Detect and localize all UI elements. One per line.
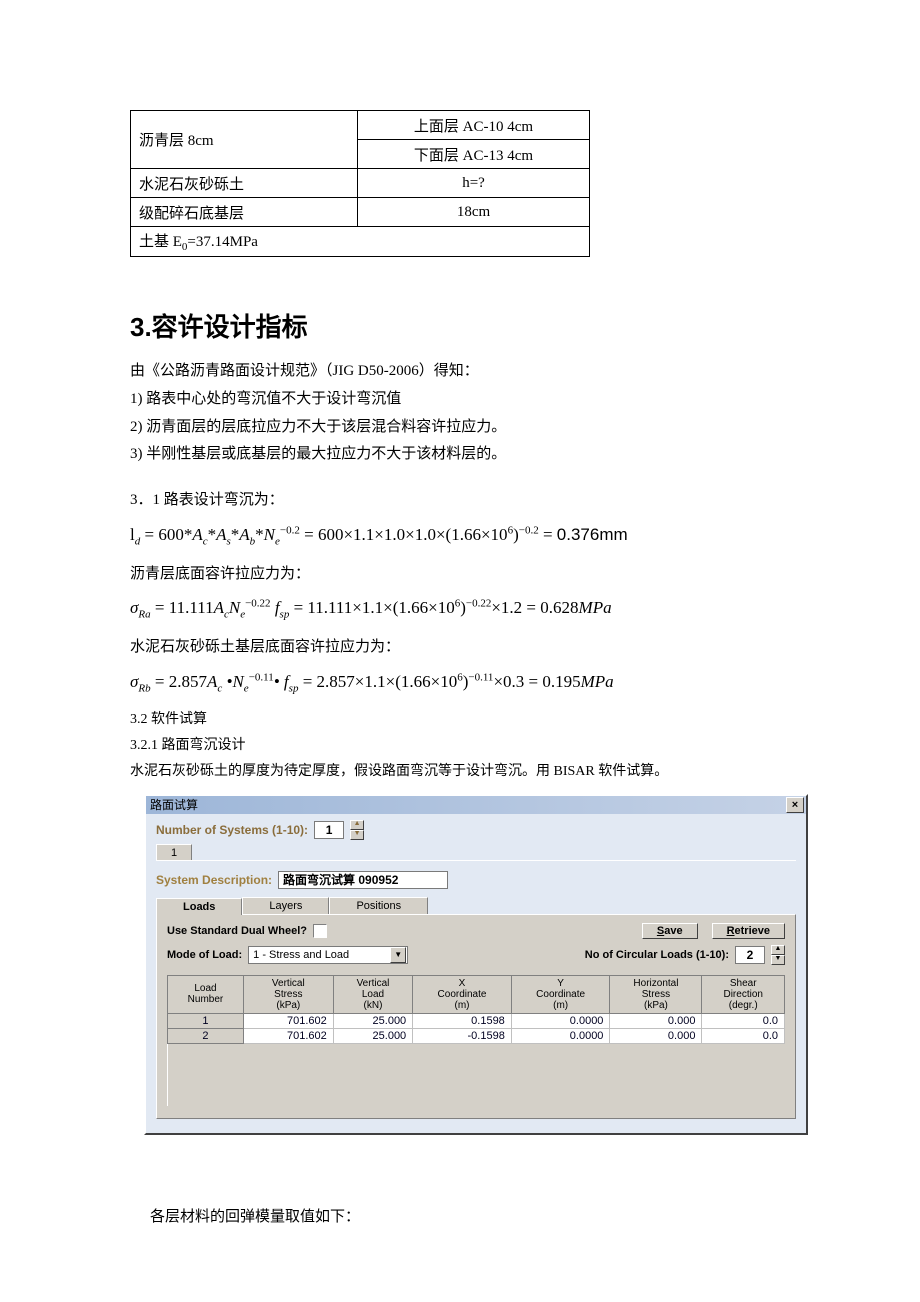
formula-ld: ld = 600*Ac*As*Ab*Ne−0.2 = 600×1.1×1.0×1… <box>130 521 790 551</box>
no-loads-label: No of Circular Loads (1-10): <box>585 949 729 961</box>
asphalt-stress-label: 沥青层底面容许拉应力为： <box>130 561 790 589</box>
chevron-down-icon[interactable]: ▼ <box>390 947 406 963</box>
subhead-3-1: 3．1 路表设计弯沉为： <box>130 487 790 515</box>
no-loads-input[interactable]: 2 <box>735 946 765 964</box>
chevron-up-icon[interactable]: ▲ <box>350 820 364 830</box>
use-std-wheel-label: Use Standard Dual Wheel? <box>167 925 307 937</box>
subhead-3-2: 3.2 软件试算 <box>130 708 790 732</box>
layer-structure-table: 沥青层 8cm 上面层 AC-10 4cm 下面层 AC-13 4cm 水泥石灰… <box>130 110 590 257</box>
save-button[interactable]: Save <box>642 923 698 939</box>
dialog-titlebar[interactable]: 路面试算 × <box>146 796 806 814</box>
system-desc-input[interactable]: 路面弯沉试算 090952 <box>278 871 448 889</box>
criteria-3: 3) 半刚性基层或底基层的最大拉应力不大于该材料层的。 <box>130 441 790 469</box>
trial-desc: 水泥石灰砂砾土的厚度为待定厚度，假设路面弯沉等于设计弯沉。用 BISAR 软件试… <box>130 760 790 784</box>
criteria-list: 1) 路表中心处的弯沉值不大于设计弯沉值 2) 沥青面层的层底拉应力不大于该层混… <box>130 386 790 469</box>
footer-note: 各层材料的回弹模量取值如下： <box>150 1205 790 1226</box>
col-x: XCoordinate(m) <box>413 975 512 1013</box>
col-horiz-stress: HorizontalStress(kPa) <box>610 975 702 1013</box>
system-tab-1[interactable]: 1 <box>156 844 192 861</box>
cell-asphalt-layer: 沥青层 8cm <box>131 111 358 169</box>
grid-empty <box>168 1043 785 1106</box>
col-y: YCoordinate(m) <box>511 975 610 1013</box>
criteria-1: 1) 路表中心处的弯沉值不大于设计弯沉值 <box>130 386 790 414</box>
dialog-title: 路面试算 <box>150 796 198 813</box>
cell-cement-lime: 水泥石灰砂砾土 <box>131 169 358 198</box>
col-vert-load: VerticalLoad(kN) <box>333 975 412 1013</box>
cell-upper-layer: 上面层 AC-10 4cm <box>358 111 590 140</box>
tab-layers[interactable]: Layers <box>242 897 329 914</box>
mode-of-load-select[interactable]: 1 - Stress and Load ▼ <box>248 946 408 964</box>
cell-18cm: 18cm <box>358 198 590 227</box>
chevron-down-icon[interactable]: ▼ <box>771 955 785 965</box>
grid-row[interactable]: 2 701.602 25.000 -0.1598 0.0000 0.000 0.… <box>168 1028 785 1043</box>
no-loads-spinner[interactable]: ▲ ▼ <box>771 945 785 965</box>
use-std-wheel-checkbox[interactable] <box>313 924 327 938</box>
tab-positions[interactable]: Positions <box>329 897 428 914</box>
tabs-row: Loads Layers Positions <box>156 897 796 914</box>
intro-text: 由《公路沥青路面设计规范》（JIG D50-2006）得知： <box>130 358 790 386</box>
system-desc-label: System Description: <box>156 873 272 887</box>
cell-h-unknown: h=? <box>358 169 590 198</box>
col-vert-stress: VerticalStress(kPa) <box>243 975 333 1013</box>
loads-panel: Use Standard Dual Wheel? Save Retrieve M… <box>156 914 796 1119</box>
col-shear-dir: ShearDirection(degr.) <box>702 975 785 1013</box>
criteria-2: 2) 沥青面层的层底拉应力不大于该层混合料容许拉应力。 <box>130 414 790 442</box>
tab-loads[interactable]: Loads <box>156 898 242 915</box>
num-systems-spinner[interactable]: ▲ ▼ <box>350 820 364 840</box>
cell-subgrade: 土基 E0=37.14MPa <box>131 227 590 257</box>
section-3-heading: 3.容许设计指标 <box>130 307 790 344</box>
formula-sigma-rb: σRb = 2.857Ac •Ne−0.11• fsp = 2.857×1.1×… <box>130 668 790 698</box>
cell-lower-layer: 下面层 AC-13 4cm <box>358 140 590 169</box>
cement-stress-label: 水泥石灰砂砾土基层底面容许拉应力为： <box>130 634 790 662</box>
chevron-down-icon[interactable]: ▼ <box>350 830 364 840</box>
grid-row[interactable]: 1 701.602 25.000 0.1598 0.0000 0.000 0.0 <box>168 1013 785 1028</box>
num-systems-input[interactable]: 1 <box>314 821 344 839</box>
mode-of-load-label: Mode of Load: <box>167 949 242 961</box>
cell-graded-gravel: 级配碎石底基层 <box>131 198 358 227</box>
subhead-3-2-1: 3.2.1 路面弯沉设计 <box>130 734 790 758</box>
close-icon[interactable]: × <box>786 797 804 813</box>
formula-sigma-ra: σRa = 11.111AcNe−0.22 fsp = 11.111×1.1×(… <box>130 594 790 624</box>
num-systems-label: Number of Systems (1-10): <box>156 823 308 837</box>
chevron-up-icon[interactable]: ▲ <box>771 945 785 955</box>
retrieve-button[interactable]: Retrieve <box>712 923 785 939</box>
bisar-dialog: 路面试算 × Number of Systems (1-10): 1 ▲ ▼ 1… <box>144 794 808 1135</box>
col-load-number: LoadNumber <box>168 975 244 1013</box>
loads-grid: LoadNumber VerticalStress(kPa) VerticalL… <box>167 975 785 1106</box>
